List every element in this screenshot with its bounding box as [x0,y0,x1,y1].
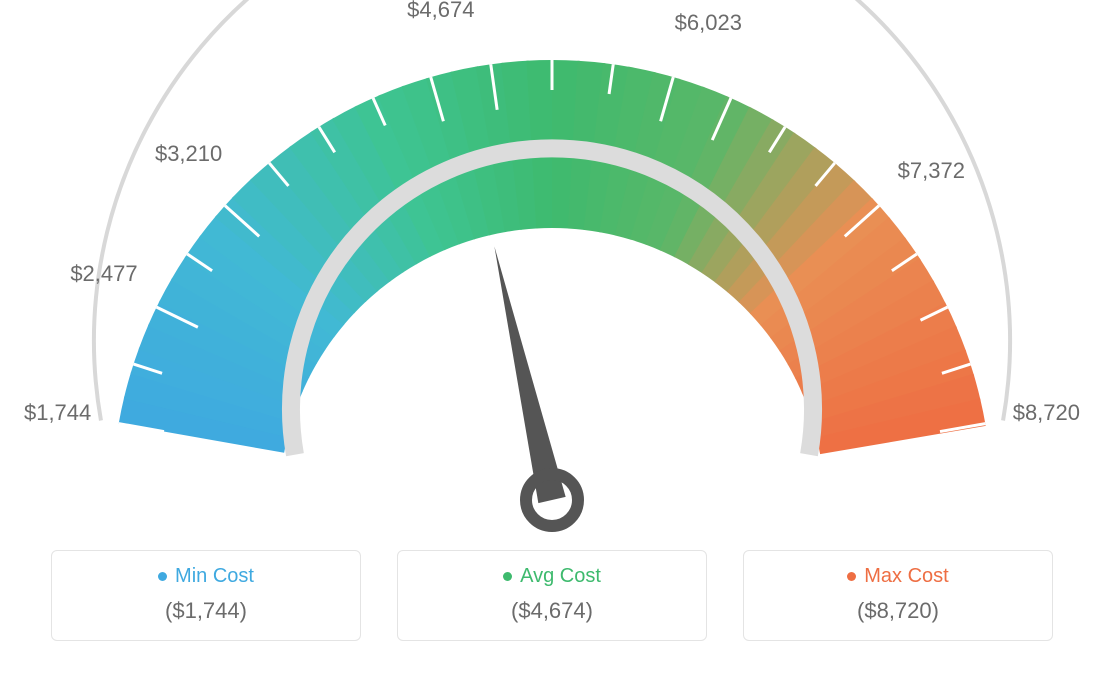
legend-title-text: Avg Cost [520,565,601,588]
dot-icon [503,572,512,581]
gauge-tick-label: $2,477 [70,261,137,287]
legend-title-avg: Avg Cost [503,565,601,588]
gauge-svg [0,0,1104,540]
dot-icon [158,572,167,581]
legend-value-avg: ($4,674) [398,598,706,624]
legend-title-min: Min Cost [158,565,254,588]
gauge-chart: $1,744 $2,477 $3,210 $4,674 $6,023 $7,372 $8,7… [0,0,1104,540]
gauge-needle [494,246,565,503]
dot-icon [847,572,856,581]
legend-value-max: ($8,720) [744,598,1052,624]
gauge-tick-label: $8,720 [1013,400,1080,426]
legend-title-max: Max Cost [847,565,948,588]
legend-title-text: Max Cost [864,565,948,588]
legend-card-min: Min Cost ($1,744) [51,550,361,641]
legend-card-max: Max Cost ($8,720) [743,550,1053,641]
legend-value-min: ($1,744) [52,598,360,624]
legend-card-avg: Avg Cost ($4,674) [397,550,707,641]
gauge-tick-label: $4,674 [407,0,474,23]
gauge-tick-label: $6,023 [675,10,742,36]
gauge-tick-label: $1,744 [24,400,91,426]
gauge-tick-label: $3,210 [155,141,222,167]
legend-row: Min Cost ($1,744) Avg Cost ($4,674) Max … [0,550,1104,641]
gauge-tick-label: $7,372 [898,158,965,184]
legend-title-text: Min Cost [175,565,254,588]
gauge-arc [119,60,986,454]
